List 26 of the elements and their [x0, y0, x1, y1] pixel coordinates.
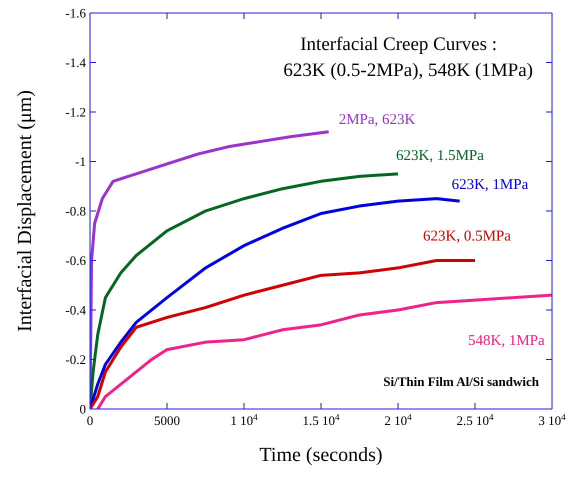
x-tick-label: 1.5 10$^{4}$ [302, 412, 340, 428]
x-tick-label: 1 10$^{4}$ [230, 412, 258, 428]
x-tick-label: 2.5 10$^{4}$ [456, 412, 494, 428]
x-tick-label: 3 10$^{4}$ [538, 412, 566, 428]
text: 623K (0.5-2MPa), 548K (1MPa) [282, 59, 533, 83]
text: Interfacial Creep Curves : [299, 33, 498, 57]
x-tick-label: 2 10$^{4}$ [384, 412, 412, 428]
series-label: 2MPa, 623K [338, 112, 416, 128]
series-label: 623K, 1MPa [452, 177, 529, 194]
y-tick-label: -1.2 [65, 104, 86, 120]
series-label: 623K, 0.5MPa [423, 228, 512, 244]
y-tick-label: -0.6 [65, 253, 86, 268]
y-tick-label: 0 [80, 402, 86, 417]
y-tick-label: -0.4 [65, 302, 86, 318]
line-series [96, 294, 552, 409]
y-tick-label: -0.2 [65, 352, 86, 368]
y-tick-label: -1 [75, 154, 86, 170]
y-axis-title: Interfacial Displacement (μm) [14, 90, 36, 332]
y-tick-label: -1.4 [65, 55, 86, 70]
x-axis-title: Time (seconds) [259, 444, 383, 466]
series-label: 623K, 1.5MPa [396, 148, 484, 164]
x-tick-label: 5000 [154, 413, 180, 428]
text: 548K, 1MPa [468, 333, 546, 350]
annotation: Si/Thin Film Al/Si sandwich [383, 374, 539, 390]
y-tick-label: -0.8 [65, 204, 86, 219]
y-tick-label: -1.6 [65, 6, 86, 21]
